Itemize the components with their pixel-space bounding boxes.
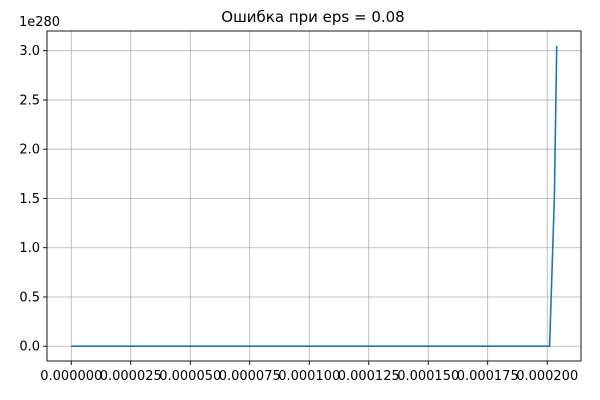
ticks: 0.0000000.0000250.0000500.0000750.000100… <box>19 44 578 384</box>
x-tick-label: 0.000125 <box>338 369 400 384</box>
chart-title: Ошибка при eps = 0.08 <box>221 8 404 26</box>
y-tick-label: 0.5 <box>19 290 40 305</box>
y-tick-label: 0.0 <box>19 340 40 355</box>
series-line <box>71 45 558 348</box>
x-tick-label: 0.000025 <box>100 369 162 384</box>
x-tick-label: 0.000200 <box>516 369 578 384</box>
x-tick-label: 0.000100 <box>278 369 340 384</box>
x-tick-label: 0.000150 <box>397 369 459 384</box>
x-tick-label: 0.000175 <box>457 369 519 384</box>
y-axis-offset-text: 1e280 <box>19 15 60 30</box>
y-tick-label: 3.0 <box>19 44 40 59</box>
plot-frame <box>46 30 582 362</box>
x-tick-label: 0.000000 <box>40 369 102 384</box>
x-tick-label: 0.000050 <box>159 369 221 384</box>
y-tick-label: 2.0 <box>19 143 40 158</box>
series-layer <box>71 45 558 348</box>
y-tick-label: 1.5 <box>19 192 40 207</box>
y-tick-label: 1.0 <box>19 241 40 256</box>
y-tick-label: 2.5 <box>19 93 40 108</box>
x-tick-label: 0.000075 <box>219 369 281 384</box>
